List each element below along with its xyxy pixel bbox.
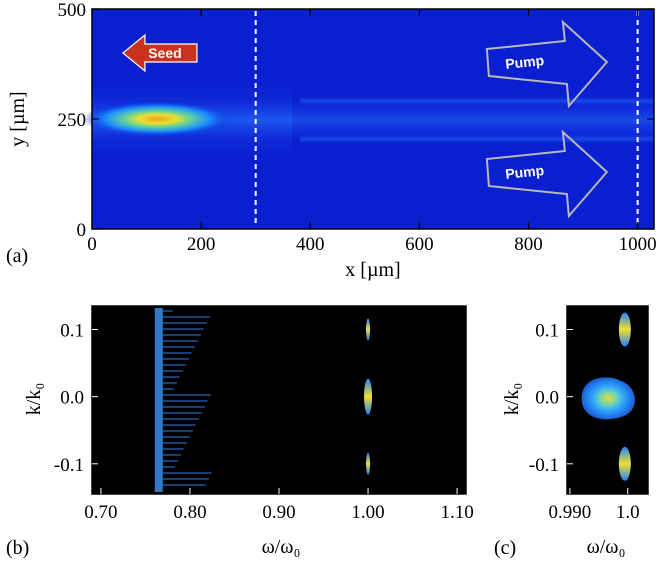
x-tick-label: 0.70 <box>84 502 117 523</box>
pump-arrow-shape <box>485 19 609 109</box>
band-speckle <box>162 328 204 330</box>
band-speckle <box>162 478 209 480</box>
band-speckle <box>162 322 207 324</box>
y-tick-label-a: 250 <box>58 110 87 131</box>
panel-label-b: (b) <box>6 537 29 559</box>
band-core <box>154 308 163 492</box>
seed-arrow-label: Seed <box>148 45 181 61</box>
y-axis-label-a: y [µm] <box>7 91 29 146</box>
panel-c-frame <box>566 305 649 495</box>
x-tick-label: 0.80 <box>173 502 206 523</box>
band-speckle <box>162 466 175 468</box>
pump-arrow-shape <box>485 129 609 219</box>
y-axis-label-b: k/k₀ <box>23 383 45 416</box>
y-tick-label: 0.0 <box>535 388 559 409</box>
y-tick-label-a: 0 <box>77 220 87 241</box>
pump-spectrum-side <box>618 446 631 481</box>
x-axis-label-c: ω/ω₀ <box>587 536 626 558</box>
band-speckle <box>162 394 211 396</box>
x-tick-label: 1.00 <box>351 502 384 523</box>
x-tick-label-a: 1000 <box>619 234 657 255</box>
scattered-band <box>154 308 212 492</box>
band-speckle <box>162 460 178 462</box>
x-tick-label: 0.990 <box>549 502 592 523</box>
y-axis-label-c: k/k₀ <box>501 383 523 416</box>
seed-spectrum-blob <box>581 377 635 420</box>
band-speckle <box>162 436 190 438</box>
panel-b-background <box>92 306 466 494</box>
y-tick-label-a: 500 <box>58 0 87 21</box>
x-tick-label-a: 600 <box>405 234 434 255</box>
pump-spectrum-side <box>366 318 371 341</box>
band-speckle <box>162 346 195 348</box>
band-speckle <box>162 442 187 444</box>
x-tick-label-a: 800 <box>514 234 543 255</box>
band-speckle <box>162 400 208 402</box>
panel-label-c: (c) <box>494 537 516 559</box>
x-tick-label: 1.0 <box>616 502 640 523</box>
x-axis-label-a: x [µm] <box>345 259 400 281</box>
y-tick-label: -0.1 <box>54 455 84 476</box>
x-tick-label-a: 0 <box>87 234 97 255</box>
band-speckle <box>162 382 177 384</box>
x-axis-label-b: ω/ω₀ <box>262 536 301 558</box>
band-speckle <box>162 334 201 336</box>
band-speckle <box>162 484 206 486</box>
y-tick-label: 0.0 <box>60 388 84 409</box>
band-speckle <box>162 310 173 312</box>
pump-spectrum-center <box>364 378 373 415</box>
band-speckle <box>162 454 181 456</box>
pump-channel-lower <box>300 134 654 144</box>
pump-arrow-label: Pump <box>504 52 544 72</box>
band-speckle <box>162 358 189 360</box>
band-speckle <box>162 424 196 426</box>
pump-channel-upper <box>300 96 654 106</box>
band-speckle <box>162 430 193 432</box>
pump-arrow: Pump <box>485 19 609 109</box>
pump-arrow: Pump <box>485 129 609 219</box>
band-speckle <box>162 472 212 474</box>
band-speckle <box>162 340 198 342</box>
x-tick-label: 0.90 <box>262 502 295 523</box>
pump-arrow-label: Pump <box>504 162 544 182</box>
band-speckle <box>162 316 210 318</box>
band-speckle <box>162 412 202 414</box>
pump-spectrum-side <box>618 312 631 347</box>
x-tick-label: 1.10 <box>440 502 473 523</box>
band-speckle <box>162 370 183 372</box>
panel-a: 0 200 400 600 800 1000 0 250 500 Seed Pump Pump x … <box>6 0 657 281</box>
seed-hotspot <box>82 101 233 137</box>
panel-c: 0.990 1.0 0.1 0.0 -0.1 ω/ω₀ k/k₀ (c) <box>494 305 649 559</box>
band-speckle <box>162 406 205 408</box>
seed-arrow-shape <box>121 33 198 73</box>
band-speckle <box>162 352 192 354</box>
panel-label-a: (a) <box>6 245 28 267</box>
y-tick-label: -0.1 <box>529 455 559 476</box>
y-tick-label: 0.1 <box>535 321 559 342</box>
x-tick-label-a: 200 <box>187 234 216 255</box>
band-speckle <box>162 376 180 378</box>
seed-arrow: Seed <box>121 33 198 73</box>
x-tick-label-a: 400 <box>296 234 325 255</box>
band-speckle <box>162 418 199 420</box>
pump-spectrum-side <box>366 452 371 475</box>
band-speckle <box>162 388 174 390</box>
band-speckle <box>162 364 186 366</box>
y-tick-label: 0.1 <box>60 321 84 342</box>
band-speckle <box>162 448 184 450</box>
panel-b: 0.70 0.80 0.90 1.00 1.10 0.1 0.0 -0.1 ω/ω₀ k/k₀… <box>6 305 474 559</box>
